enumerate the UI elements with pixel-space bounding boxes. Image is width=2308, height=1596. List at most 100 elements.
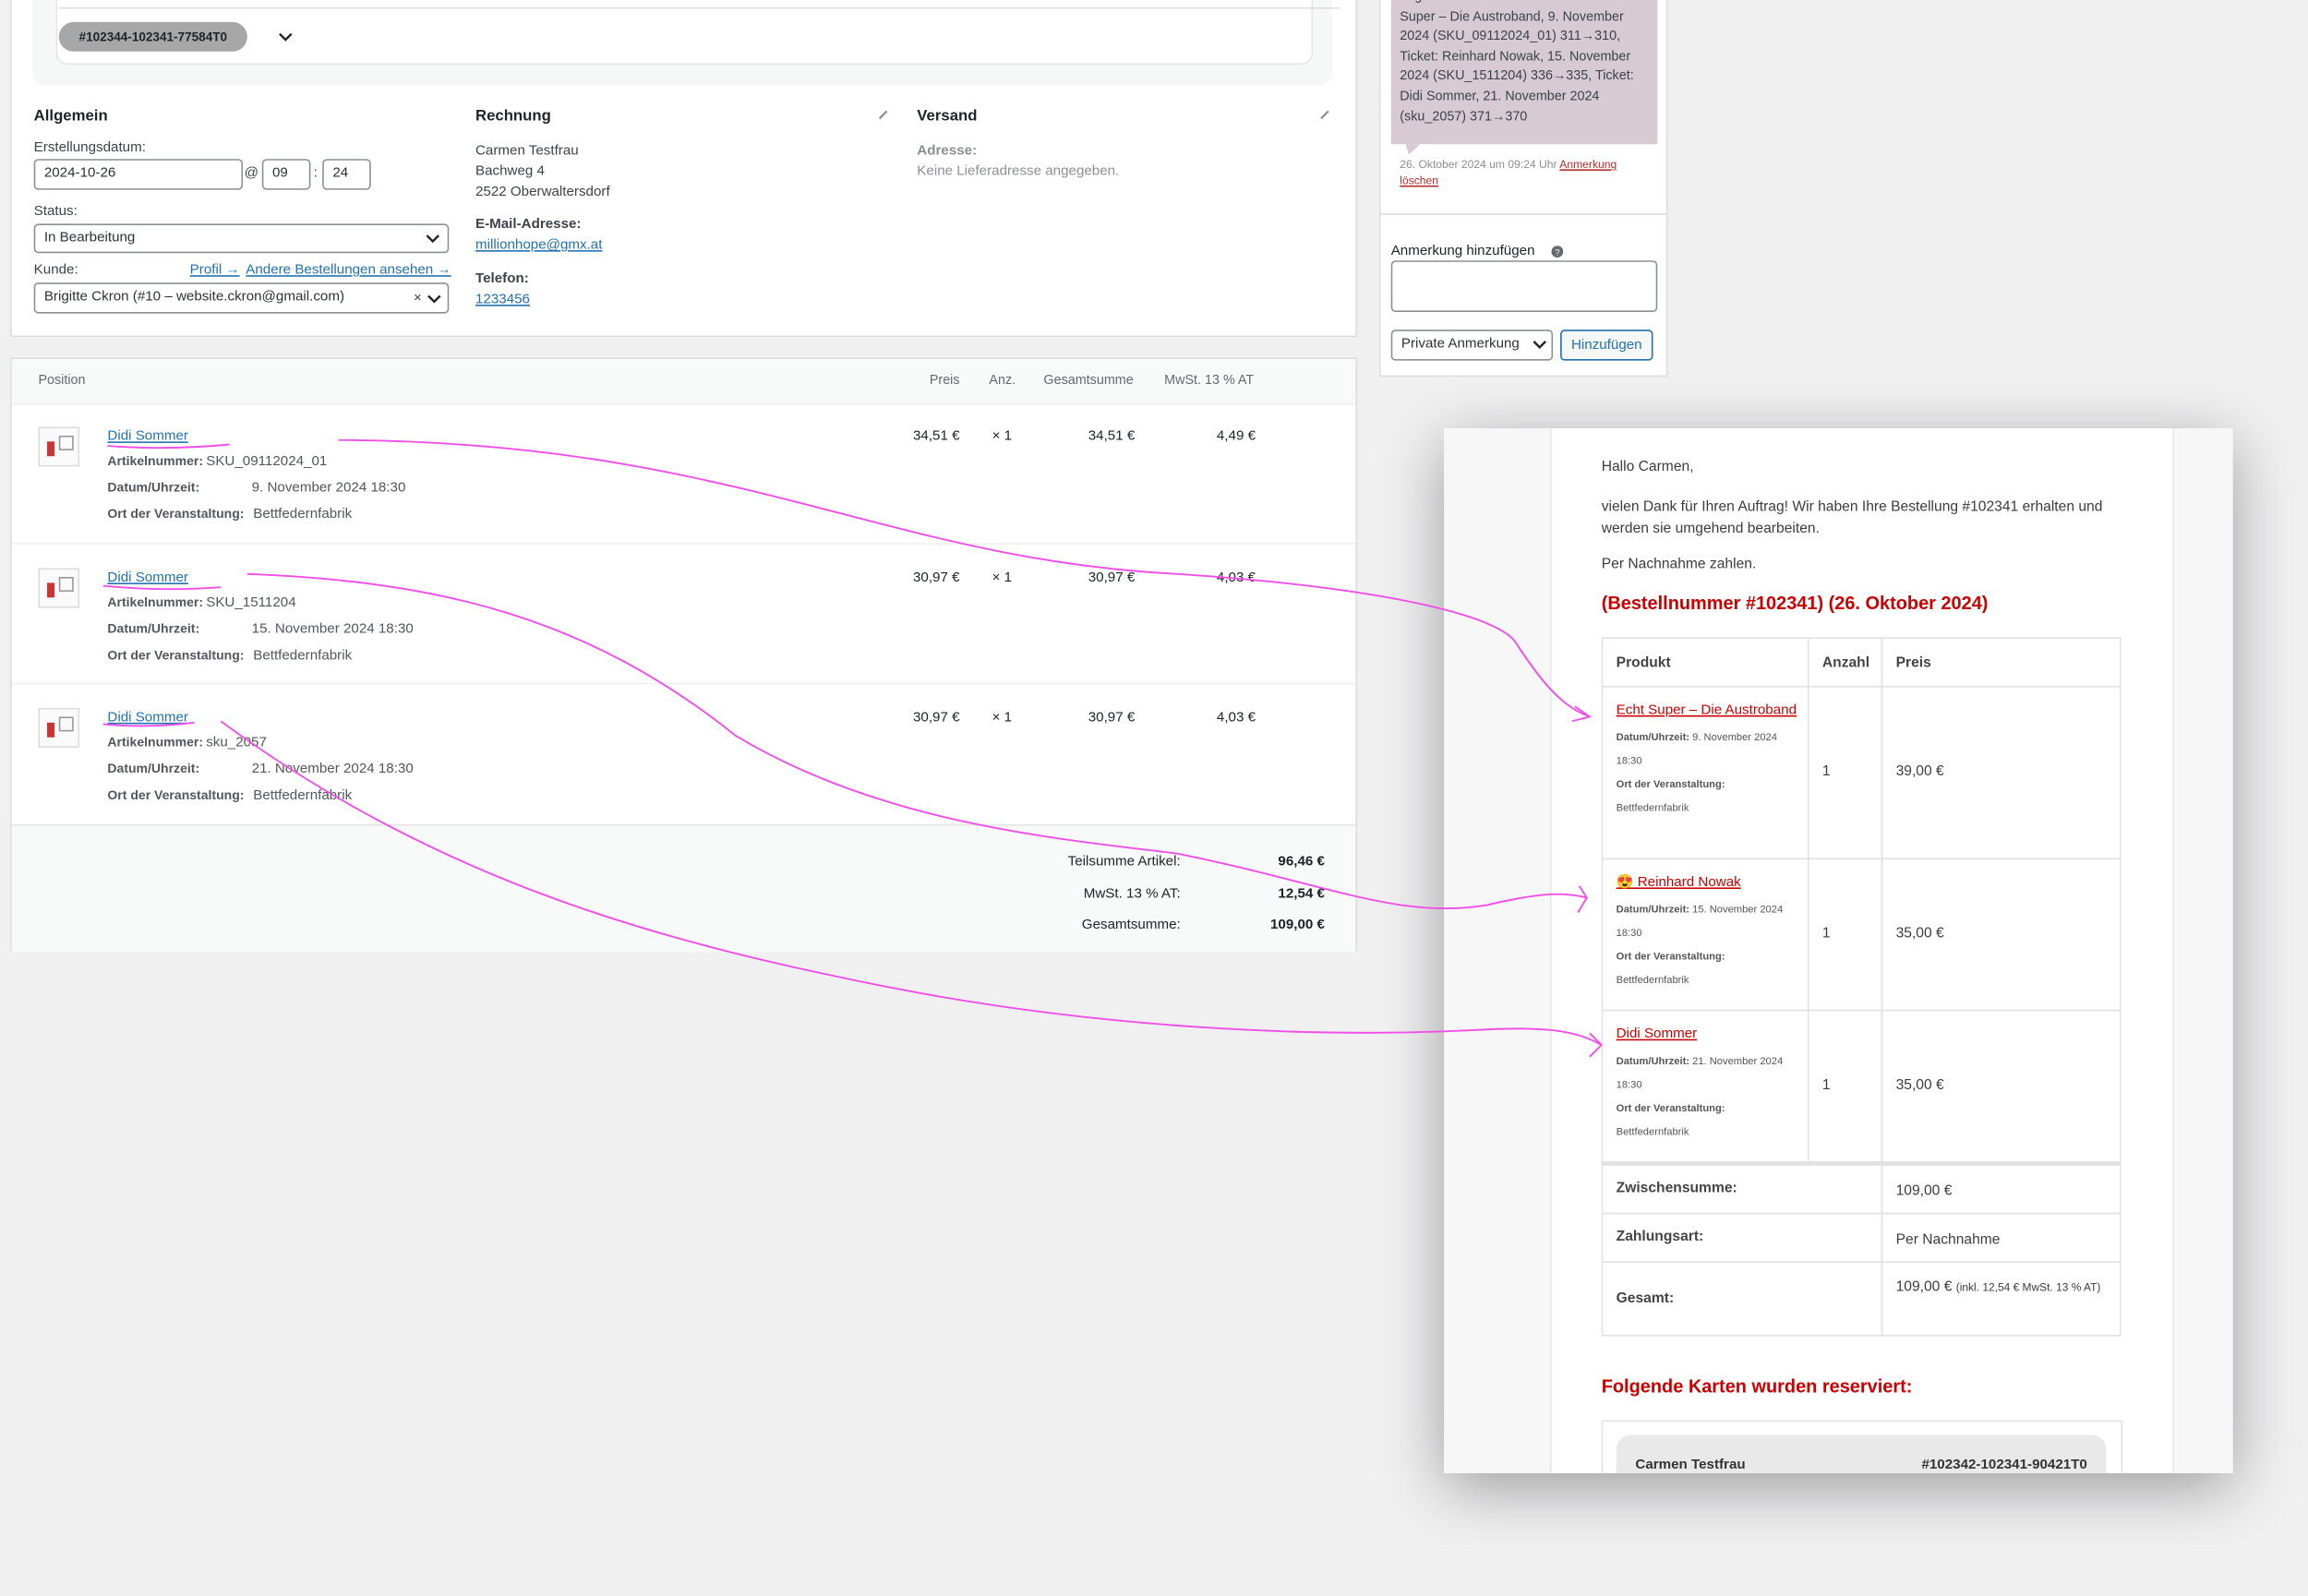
ticket-card [55,0,1314,66]
total-value: 109,00 € [1269,917,1325,933]
quantity: 1 [1821,925,1831,942]
table-header: Preis [1895,654,1931,672]
product-cell: Didi Sommer Datum/Uhrzeit: 21. November 2… [1617,1023,1800,1145]
note-text: Lagerbestände reduziert: Ticket: Echt Su… [1400,0,1634,124]
item-link[interactable]: Didi Sommer [107,427,188,445]
total-value: 12,54 € [1278,885,1325,902]
note-textarea[interactable] [1390,260,1658,313]
table-separator [1601,1160,2122,1166]
payment-note: Per Nachnahme zahlen. [1601,556,1757,573]
table-header: Produkt [1616,654,1671,672]
meta-label: Artikelnummer: [107,453,204,469]
phone-link[interactable]: 1233456 [475,291,530,308]
help-icon[interactable]: ? [1551,246,1564,258]
meta-label: Ort der Veranstaltung: [107,646,245,662]
product-link[interactable]: Echt Super – Die Austroband [1616,702,1797,719]
column-header: Gesamtsumme [1043,372,1134,388]
orders-link[interactable]: Andere Bestellungen ansehen → [246,261,451,279]
heading: Allgemein [33,107,108,126]
label: Adresse: [917,142,978,160]
value: 109,00 € [1895,1182,1953,1200]
product-meta: Datum/Uhrzeit: 21. November 2024 18:30 [1617,1050,1800,1098]
total-label: Teilsumme Artikel: [1067,853,1181,870]
meta-label: Ort der Veranstaltung: [1616,1103,1725,1114]
delete-link[interactable]: Anmerkung löschen [1400,157,1617,187]
label: Anmerkung hinzufügen [1390,243,1535,259]
column-header: Preis [929,372,960,388]
table-header: Anzahl [1821,654,1870,672]
minute-input[interactable]: 24 [322,159,371,190]
meta-value: SKU_09112024_01 [206,453,328,470]
label: E-Mail-Adresse: [475,216,582,233]
meta-value: sku_2057 [206,734,267,751]
bubble-tail [1405,144,1421,155]
product-meta: Ort der Veranstaltung: Bettfedernfabrik [1617,946,1800,993]
item-link[interactable]: Didi Sommer [107,569,188,585]
price: 34,51 € [913,427,960,445]
quantity: × 1 [992,427,1013,445]
meta-label: Datum/Uhrzeit: [1616,1056,1690,1067]
edit-icon[interactable] [1317,106,1332,121]
product-link[interactable]: Didi Sommer [1616,1026,1698,1042]
address-line: Bachweg 4 [475,162,545,180]
date-input[interactable]: 2024-10-26 [33,159,244,190]
divider [1378,213,1668,215]
ticket-card: Carmen Testfrau #102342-102341-90421T0 [1616,1434,2107,1473]
line-tax: 4,03 € [1216,569,1256,585]
note-meta: 26. Oktober 2024 um 09:24 Uhr Anmerkung … [1400,156,1653,188]
card-name: Carmen Testfrau [1635,1457,1746,1473]
meta-value: Bettfedernfabrik [1616,1127,1689,1138]
add-button[interactable]: Hinzufügen [1560,330,1653,361]
total-value: 96,46 € [1278,853,1325,870]
meta-label: Ort der Veranstaltung: [1616,952,1725,963]
product-meta: Datum/Uhrzeit: 9. November 2024 18:30 [1617,727,1800,774]
meta-value: Bettfedernfabrik [253,646,353,664]
address-line: 2522 Oberwaltersdorf [475,184,610,200]
hour-input[interactable]: 09 [261,159,311,190]
email-link[interactable]: millionhope@gmx.at [475,236,603,254]
meta-label: Datum/Uhrzeit: [107,761,200,776]
total-label: Gesamtsumme: [1081,917,1181,933]
customer-select[interactable]: Brigitte Ckron (#10 – website.ckron@gmai… [33,282,450,314]
status-select[interactable]: In Bearbeitung [33,223,450,254]
product-link[interactable]: 😍 Reinhard Nowak [1616,874,1741,891]
summary-value: 109,00 € (inkl. 12,54 € MwSt. 13 % AT) [1896,1276,2110,1298]
greeting: Hallo Carmen, [1601,459,1694,475]
thumbnail-mark [58,716,74,732]
column-header: MwSt. 13 % AT [1164,372,1255,388]
meta-value: 21. November 2024 18:30 [1616,1056,1784,1091]
line-total: 30,97 € [1088,569,1136,585]
chevron[interactable] [277,30,295,44]
summary-label: Zahlungsart: [1616,1229,1704,1245]
totals-area [11,823,1356,953]
quantity: 1 [1821,763,1831,781]
ticket-badge[interactable]: #102344-102341-77584T0 [58,21,247,52]
item-link[interactable]: Didi Sommer [107,709,188,726]
email-body: Hallo Carmen, vielen Dank für Ihren Auft… [1549,427,2174,1473]
email-preview: Hallo Carmen, vielen Dank für Ihren Auft… [1444,427,2233,1473]
svg-text:?: ? [1555,248,1559,258]
thumbnail-mark [58,435,74,450]
row-divider [11,542,1356,545]
edit-icon[interactable] [876,106,891,121]
meta-label: Ort der Veranstaltung: [1616,780,1725,791]
meta-value: Bettfedernfabrik [1616,803,1689,814]
label: Erstellungsdatum: [33,139,146,157]
profile-link[interactable]: Profil → [189,261,240,279]
chevron [426,234,439,244]
order-heading: (Bestellnummer #102341) (26. Oktober 202… [1601,593,1989,614]
product-cell: Echt Super – Die Austroband Datum/Uhrzeit… [1617,699,1800,821]
meta-value: SKU_1511204 [206,594,296,610]
meta-label: Artikelnummer: [107,734,204,750]
label: Status: [33,203,78,220]
thumbnail-mark [47,441,54,457]
note-type-select[interactable]: Private Anmerkung [1390,330,1554,361]
total-label: MwSt. 13 % AT: [1083,885,1181,902]
chevron [427,294,441,304]
column-header: Position [38,372,86,388]
arrows [102,438,1604,1058]
price: 35,00 € [1895,925,1944,942]
clear-button[interactable]: × [414,290,422,306]
thumbnail [38,707,80,748]
